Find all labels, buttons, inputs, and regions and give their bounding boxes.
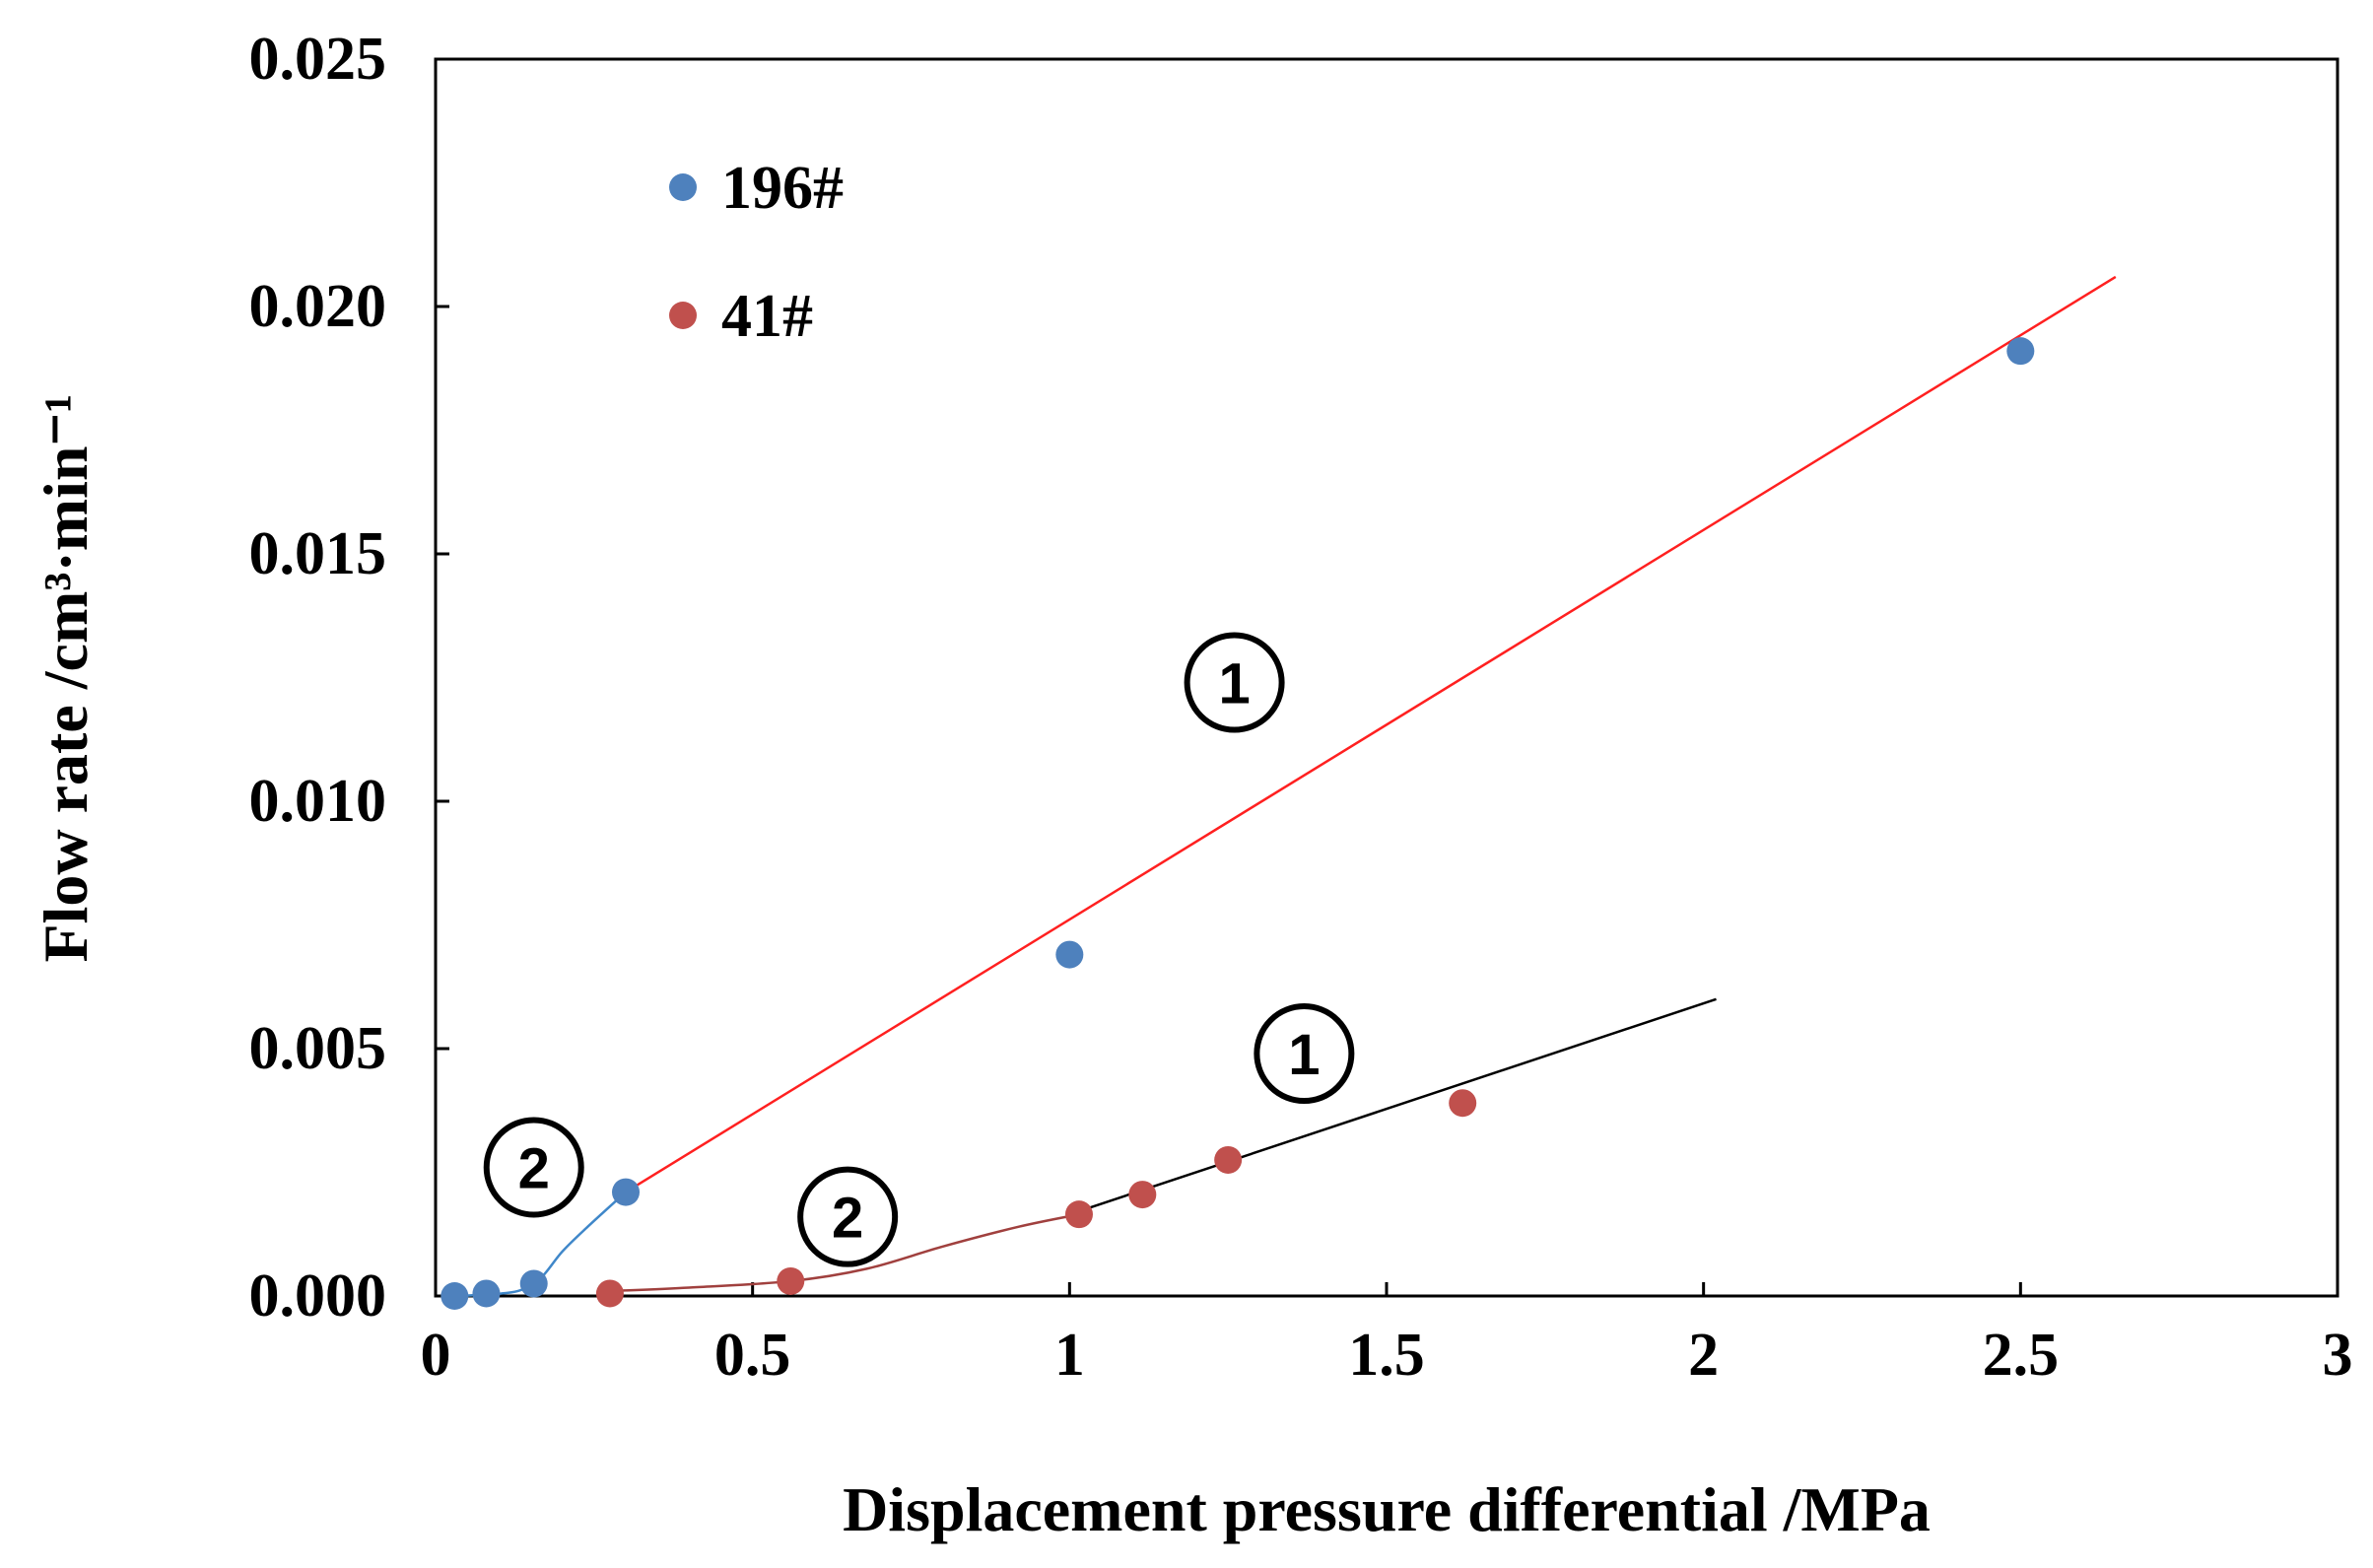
data-point-196 xyxy=(472,1279,501,1308)
region-label-circle xyxy=(797,1166,899,1267)
y-tick-label: 0.020 xyxy=(249,273,387,340)
data-point-41 xyxy=(1449,1089,1477,1118)
y-tick-label: 0.010 xyxy=(249,768,387,835)
region-label-1: 1 xyxy=(1184,632,1285,733)
curve-41 xyxy=(609,1212,1080,1293)
x-tick-label: 2 xyxy=(1688,1322,1719,1389)
y-tick-label: 0.015 xyxy=(249,520,387,587)
y-tick-label: 0.005 xyxy=(249,1015,387,1082)
legend-label-41: 41# xyxy=(721,283,813,350)
y-axis-title: Flow rate /cm³·min⁻¹ xyxy=(31,394,101,963)
data-point-41 xyxy=(1214,1145,1243,1174)
region-label-circle xyxy=(483,1117,584,1218)
y-tick-label: 0.000 xyxy=(249,1262,387,1329)
region-label-text: 2 xyxy=(832,1187,863,1251)
region-label-text: 1 xyxy=(1288,1023,1320,1087)
fit-line-41 xyxy=(1068,997,1717,1216)
legend-marker-41 xyxy=(669,302,697,329)
x-tick-label: 1 xyxy=(1054,1322,1085,1389)
y-axis-ticks: 0.000 0.005 0.010 0.015 0.020 0.025 xyxy=(249,26,449,1329)
region-label-text: 1 xyxy=(1218,652,1250,716)
x-tick-label: 3 xyxy=(2323,1322,2353,1389)
x-tick-label: 1.5 xyxy=(1348,1322,1425,1389)
region-label-circle xyxy=(1254,1003,1355,1105)
region-label-2: 2 xyxy=(483,1117,584,1218)
data-point-41 xyxy=(1128,1181,1157,1209)
fit-line-196 xyxy=(625,275,2117,1193)
x-tick-label: 2.5 xyxy=(1983,1322,2060,1389)
legend-label-196: 196# xyxy=(721,155,844,222)
x-axis-title: Displacement pressure differential /MPa xyxy=(843,1474,1931,1544)
data-point-196 xyxy=(441,1282,469,1310)
plot-area-frame xyxy=(434,57,2339,1298)
x-tick-label: 0.5 xyxy=(714,1322,791,1389)
data-point-196 xyxy=(2006,337,2035,366)
legend: 196# 41# xyxy=(669,155,844,350)
data-point-196 xyxy=(612,1178,640,1206)
region-label-1: 1 xyxy=(1254,1003,1355,1105)
y-tick-label: 0.025 xyxy=(249,26,387,93)
legend-marker-196 xyxy=(669,173,697,201)
data-point-41 xyxy=(777,1266,805,1295)
data-point-196 xyxy=(519,1269,548,1298)
data-point-41 xyxy=(595,1279,624,1308)
data-points xyxy=(441,337,2035,1310)
region-label-text: 2 xyxy=(518,1136,550,1200)
data-point-196 xyxy=(1055,940,1084,969)
x-tick-label: 0 xyxy=(421,1322,451,1389)
region-annotations: 1 1 2 2 xyxy=(483,632,1355,1267)
data-point-41 xyxy=(1064,1200,1093,1229)
fit-lines xyxy=(625,275,2117,1216)
x-axis-ticks: 0 0.5 1 1.5 2 2.5 3 xyxy=(421,1282,2353,1389)
region-label-circle xyxy=(1184,632,1285,733)
region-label-2: 2 xyxy=(797,1166,899,1267)
